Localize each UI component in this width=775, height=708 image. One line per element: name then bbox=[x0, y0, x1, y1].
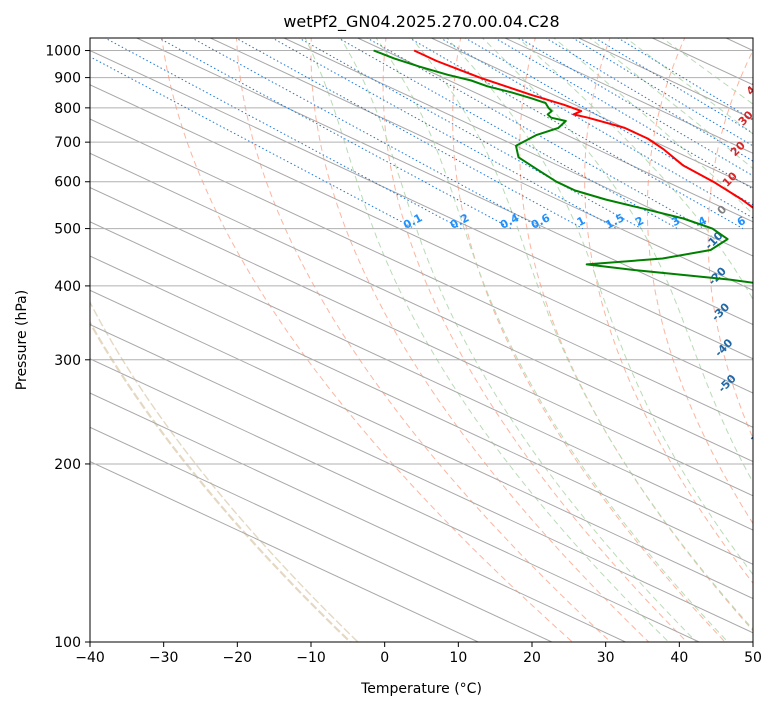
x-axis-ticks: −40 −30 −20 −10 0 10 20 30 40 50 bbox=[75, 642, 762, 666]
y-tick-label: 600 bbox=[54, 175, 81, 191]
y-tick-label: 100 bbox=[54, 635, 81, 651]
moist-adiabat-line bbox=[375, 38, 729, 642]
mixing-ratio-line bbox=[617, 38, 753, 121]
chart-title: wetPf2_GN04.2025.270.00.04.C28 bbox=[283, 12, 559, 32]
x-tick-label: 30 bbox=[597, 650, 615, 666]
isotherm-line bbox=[90, 118, 753, 428]
x-tick-label: 10 bbox=[449, 650, 467, 666]
mixing-ratio-line bbox=[234, 38, 584, 230]
isotherm-line bbox=[90, 84, 753, 394]
isotherm-line bbox=[90, 392, 626, 642]
isotherm-line bbox=[136, 38, 753, 326]
isotherm-line bbox=[90, 221, 753, 531]
mixing-ratio-line bbox=[157, 38, 512, 230]
y-axis-ticks: 1000 900 800 700 600 500 400 300 200 100 bbox=[45, 44, 90, 651]
mixing-ratio-line bbox=[571, 38, 753, 147]
moist-adiabat-line bbox=[661, 38, 753, 105]
y-tick-label: 700 bbox=[54, 135, 81, 151]
isotherm-line bbox=[283, 38, 753, 257]
dewpoint-profile bbox=[373, 49, 753, 284]
y-tick-label: 500 bbox=[54, 222, 81, 238]
freezing-band bbox=[90, 300, 359, 642]
x-tick-label: 0 bbox=[380, 650, 389, 666]
isotherm-line bbox=[504, 38, 753, 154]
isotherm-line bbox=[210, 38, 753, 291]
moist-adiabat-line bbox=[517, 38, 753, 301]
isotherm-line bbox=[90, 358, 700, 642]
mixing-ratio-line bbox=[439, 38, 753, 219]
moist-adiabat-line bbox=[304, 38, 670, 642]
isotherm-label: -60 bbox=[746, 420, 769, 443]
isotherm-line bbox=[90, 186, 753, 497]
mixing-ratio-line bbox=[271, 38, 617, 230]
freezing-band-line bbox=[90, 320, 352, 642]
x-tick-label: 20 bbox=[523, 650, 541, 666]
x-tick-label: −30 bbox=[149, 650, 179, 666]
y-tick-label: 300 bbox=[54, 353, 81, 369]
y-axis-title: Pressure (hPa) bbox=[14, 290, 30, 390]
y-tick-label: 400 bbox=[54, 279, 81, 295]
dry-adiabat-line bbox=[707, 49, 753, 440]
moist-adiabat-line bbox=[446, 38, 753, 576]
y-tick-label: 900 bbox=[54, 71, 81, 87]
moist-adiabats bbox=[304, 38, 753, 642]
x-tick-label: −10 bbox=[296, 650, 326, 666]
isotherm-line bbox=[90, 460, 479, 642]
mixing-ratio-line bbox=[190, 38, 543, 230]
x-tick-label: −20 bbox=[223, 650, 253, 666]
isotherm-line bbox=[90, 152, 753, 463]
isotherm-line bbox=[90, 255, 753, 565]
y-tick-label: 200 bbox=[54, 457, 81, 473]
y-tick-label: 1000 bbox=[45, 44, 81, 60]
x-tick-label: 50 bbox=[744, 650, 762, 666]
isotherm-line bbox=[357, 38, 753, 223]
isotherm-label: 40 bbox=[744, 78, 764, 98]
x-tick-label: −40 bbox=[75, 650, 105, 666]
pressure-gridlines bbox=[90, 50, 753, 642]
isotherm-line bbox=[90, 323, 753, 634]
y-tick-label: 800 bbox=[54, 101, 81, 117]
sounding-series bbox=[373, 49, 753, 284]
mixing-ratio-line bbox=[594, 38, 753, 134]
x-tick-label: 40 bbox=[670, 650, 688, 666]
mixing-ratio-line bbox=[337, 38, 678, 230]
moist-adiabat-line bbox=[410, 38, 753, 630]
mixing-ratio-line bbox=[298, 38, 642, 230]
moist-adiabat-line bbox=[481, 38, 753, 484]
isotherm-line bbox=[90, 426, 553, 642]
temperature-profile bbox=[413, 49, 753, 209]
moist-adiabat-line bbox=[340, 38, 698, 642]
plot-frame bbox=[89, 37, 754, 643]
moist-adiabat-line bbox=[625, 38, 753, 135]
freezing-band-line bbox=[90, 300, 359, 642]
isotherm-line bbox=[90, 49, 753, 360]
x-axis-title: Temperature (°C) bbox=[360, 681, 482, 697]
isotherms bbox=[90, 38, 753, 642]
isotherm-line bbox=[90, 289, 753, 600]
